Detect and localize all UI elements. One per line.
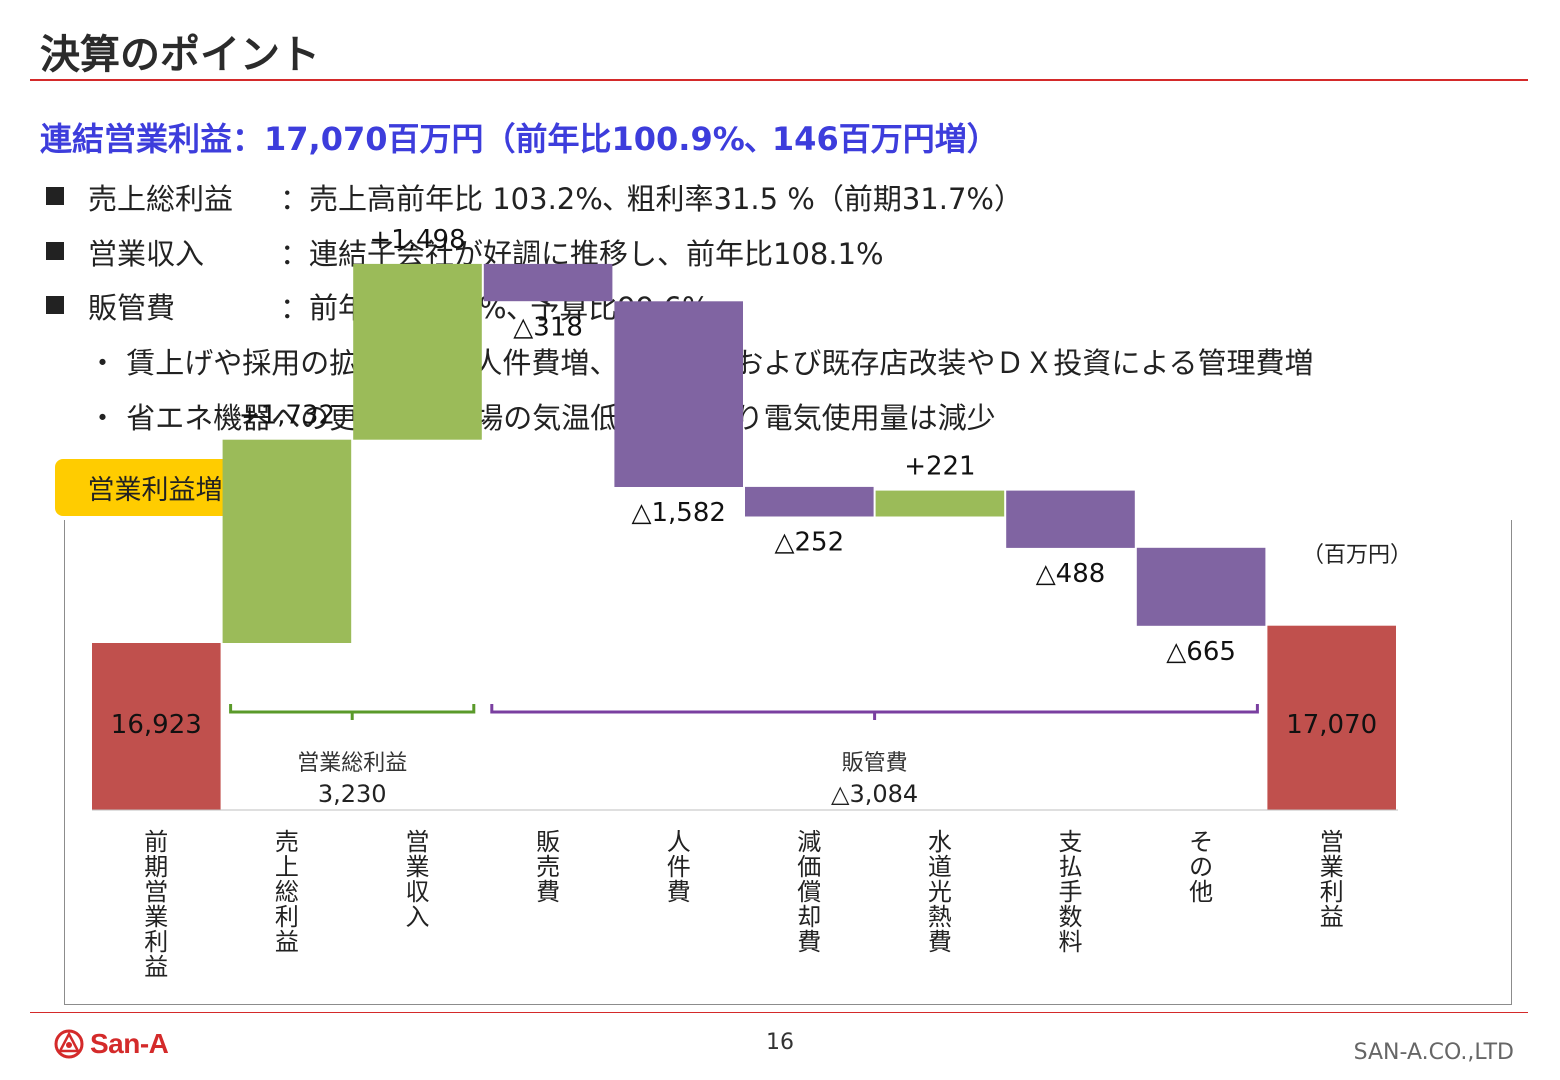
category-label-2: 売上総利益	[275, 828, 299, 956]
category-label-4: 販売費	[536, 828, 560, 906]
value-label-4: △318	[513, 312, 583, 342]
bar-4	[483, 263, 613, 302]
group-bracket-1	[229, 704, 476, 720]
logo-text: San-A	[90, 1028, 169, 1059]
group-name-2: 販管費	[842, 751, 908, 776]
value-label-9: △665	[1166, 637, 1236, 667]
square-bullet-icon	[46, 296, 64, 314]
chart-frame	[64, 520, 1512, 1005]
category-label-10: 営業利益	[1320, 828, 1344, 931]
company-name: SAN-A.CO.,LTD	[1353, 1040, 1514, 1065]
bar-5	[614, 301, 743, 487]
bullet-2-label: 営業収入	[88, 237, 205, 271]
bar-1	[92, 643, 221, 810]
company-logo: San-A	[52, 1028, 169, 1060]
slide-title: 決算のポイント	[40, 32, 320, 78]
group-value-2: △3,084	[831, 780, 918, 808]
value-label-6: △252	[774, 528, 844, 558]
value-label-2: +1,732	[239, 401, 335, 431]
bar-7	[875, 490, 1005, 517]
bar-2	[222, 439, 352, 643]
page-number: 16	[766, 1030, 794, 1055]
category-label-9: その他	[1189, 828, 1213, 906]
unit-label: （百万円）	[1302, 543, 1412, 568]
category-label-1: 前期営業利益	[144, 828, 168, 981]
category-label-3: 営業収入	[406, 828, 430, 931]
group-bracket-2	[490, 704, 1259, 720]
bullet-1-text: ：売上高前年比 103.2%､ 粗利率31.5 %（前期31.7%）	[280, 182, 1023, 216]
san-a-logo-icon	[54, 1029, 84, 1059]
group-name-1: 営業総利益	[297, 751, 407, 776]
footer-divider	[30, 1012, 1528, 1013]
value-label-5: △1,582	[631, 498, 725, 528]
value-label-8: △488	[1036, 559, 1106, 589]
bar-6	[745, 486, 874, 517]
value-label-3: +1,498	[369, 225, 465, 255]
title-divider	[30, 79, 1528, 81]
category-label-6: 減価償却費	[797, 828, 821, 956]
square-bullet-icon	[46, 187, 64, 205]
waterfall-chart: 16,923 +1,732 +1,498 △318 △1,582 △252 +221 △488…	[92, 225, 1412, 981]
category-label-8: 支払手数料	[1059, 828, 1083, 956]
category-label-7: 水道光熱費	[928, 828, 952, 956]
square-bullet-icon	[46, 242, 64, 260]
bullet-1-label: 売上総利益	[88, 182, 234, 216]
value-label-10: 17,070	[1286, 710, 1377, 740]
bullet-1: 売上総利益 ：売上高前年比 103.2%､ 粗利率31.5 %（前期31.7%）	[0, 176, 1560, 216]
bar-8	[1006, 490, 1135, 548]
value-label-1: 16,923	[111, 710, 202, 740]
sub-bullet-2: ・ 省エネ機器への更新及び夏場の気温低下等により電気使用量は減少	[88, 401, 996, 435]
category-label-5: 人件費	[667, 828, 691, 906]
bar-3	[353, 263, 482, 440]
bullet-3-label: 販管費	[88, 291, 176, 325]
value-label-7: +221	[904, 452, 975, 482]
bar-9	[1136, 547, 1266, 626]
group-value-1: 3,230	[318, 780, 387, 808]
bar-10	[1267, 625, 1396, 810]
headline: 連結営業利益：17,070百万円（前年比100.9%､ 146百万円増）	[40, 120, 999, 158]
